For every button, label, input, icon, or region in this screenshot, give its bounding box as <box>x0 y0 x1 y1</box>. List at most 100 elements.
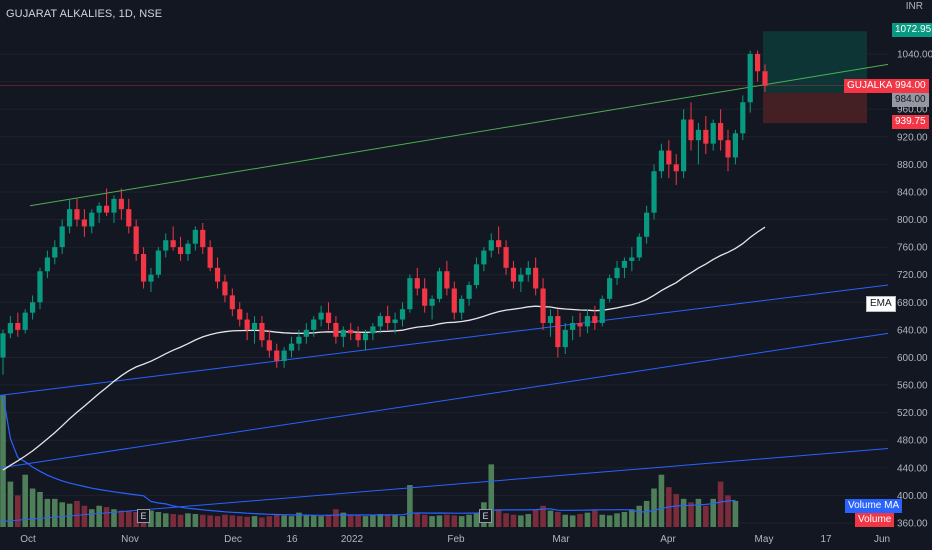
volume-bar <box>81 505 88 527</box>
stop-zone <box>763 92 867 124</box>
volume-bar <box>421 514 428 527</box>
ema-legend-tag[interactable]: EMA <box>866 296 896 312</box>
candle-body <box>74 209 80 220</box>
candle-body <box>185 243 191 255</box>
candle-body <box>695 129 702 141</box>
candle-body <box>473 264 480 286</box>
volume-bar <box>44 498 51 527</box>
volume-bar <box>569 515 576 527</box>
volume-bar <box>540 505 546 527</box>
candle-body <box>673 164 679 172</box>
symbol-tag: GUJALKALI <box>844 79 904 93</box>
candle-body <box>503 247 509 268</box>
volume-bar <box>214 516 221 527</box>
candle-body <box>140 254 147 282</box>
candle-body <box>370 326 376 334</box>
time-axis-label: Nov <box>121 534 139 545</box>
volume-bar <box>222 514 228 527</box>
volume-legend-tag[interactable]: Volume <box>855 513 895 527</box>
candle-body <box>577 322 583 327</box>
candle-body <box>459 298 465 313</box>
price-axis-label: 880.00 <box>897 160 928 171</box>
volume-bar <box>340 512 347 527</box>
volume-bar <box>429 516 435 527</box>
volume-bar <box>458 516 465 527</box>
volume-bar <box>606 515 613 527</box>
time-axis-label: 16 <box>286 534 298 545</box>
candle-body <box>481 250 487 265</box>
candle-body <box>296 336 302 344</box>
candle-body <box>725 140 731 158</box>
candle-body <box>422 288 428 306</box>
volume-bar <box>621 511 628 527</box>
candle-body <box>7 322 13 334</box>
candle-body <box>303 329 309 337</box>
candle-body <box>547 316 554 323</box>
candle-body <box>288 343 295 351</box>
candle-body <box>444 271 450 289</box>
candle-body <box>333 322 339 337</box>
volume-bar <box>547 510 554 527</box>
candle-body <box>451 288 457 313</box>
volume-bar <box>495 509 502 527</box>
candle-body <box>355 333 361 341</box>
volume-bar <box>259 517 265 527</box>
volume-bar <box>444 514 450 527</box>
upper-trend-line <box>29 63 889 207</box>
price-axis-label: 440.00 <box>897 463 928 474</box>
volume-bar <box>636 505 643 527</box>
volume-bar <box>155 511 162 527</box>
volume-bar <box>229 515 236 527</box>
price-axis-label: 1040.00 <box>897 50 932 61</box>
price-axis-label: 720.00 <box>897 270 928 281</box>
last-price-tag: 994.00 <box>892 79 929 93</box>
volume-bar <box>703 505 709 527</box>
currency-label: INR <box>905 1 923 12</box>
time-axis-label: Mar <box>552 534 570 545</box>
earnings-event-marker[interactable]: E <box>479 509 492 523</box>
candle-body <box>710 122 716 144</box>
candle-body <box>170 240 176 248</box>
candle-body <box>747 54 753 103</box>
volume-bar <box>384 515 391 527</box>
volume-bar <box>717 481 724 527</box>
candle-body <box>436 271 443 299</box>
volume-bar <box>296 512 302 527</box>
candle-body <box>385 316 391 323</box>
candle-body <box>66 209 73 227</box>
ema-line <box>2 226 766 471</box>
candle-body <box>614 267 620 279</box>
price-axis-label: 480.00 <box>897 436 928 447</box>
candle-body <box>266 340 272 351</box>
candle-body <box>22 312 28 330</box>
price-axis-label: 360.00 <box>897 519 928 530</box>
volume-bar <box>451 515 458 527</box>
candle-body <box>155 250 161 275</box>
candle-body <box>311 319 317 330</box>
volume-bar <box>133 511 139 527</box>
volume-bar <box>162 513 169 527</box>
price-axis-label: 680.00 <box>897 298 928 309</box>
price-axis-label: 560.00 <box>897 381 928 392</box>
volume-bar <box>0 395 6 527</box>
volume-bar <box>732 500 739 527</box>
volume-bar <box>562 514 569 527</box>
candle-body <box>599 298 605 323</box>
time-axis-label: Dec <box>224 534 242 545</box>
candle-body <box>681 119 687 172</box>
price-axis-label: 640.00 <box>897 325 928 336</box>
volume-bar <box>29 488 36 527</box>
candle-body <box>207 247 213 268</box>
candle-body <box>222 281 228 296</box>
candle-body <box>629 257 635 261</box>
volume-bar <box>725 495 731 527</box>
volume-bar <box>592 510 598 527</box>
volume-bar <box>466 514 472 527</box>
volume-ma-legend-tag[interactable]: Volume MA <box>845 499 903 513</box>
candle-body <box>362 333 369 341</box>
candle-body <box>555 316 561 348</box>
volume-bar <box>14 495 21 527</box>
volume-bar <box>148 510 154 527</box>
earnings-event-marker[interactable]: E <box>137 509 150 523</box>
